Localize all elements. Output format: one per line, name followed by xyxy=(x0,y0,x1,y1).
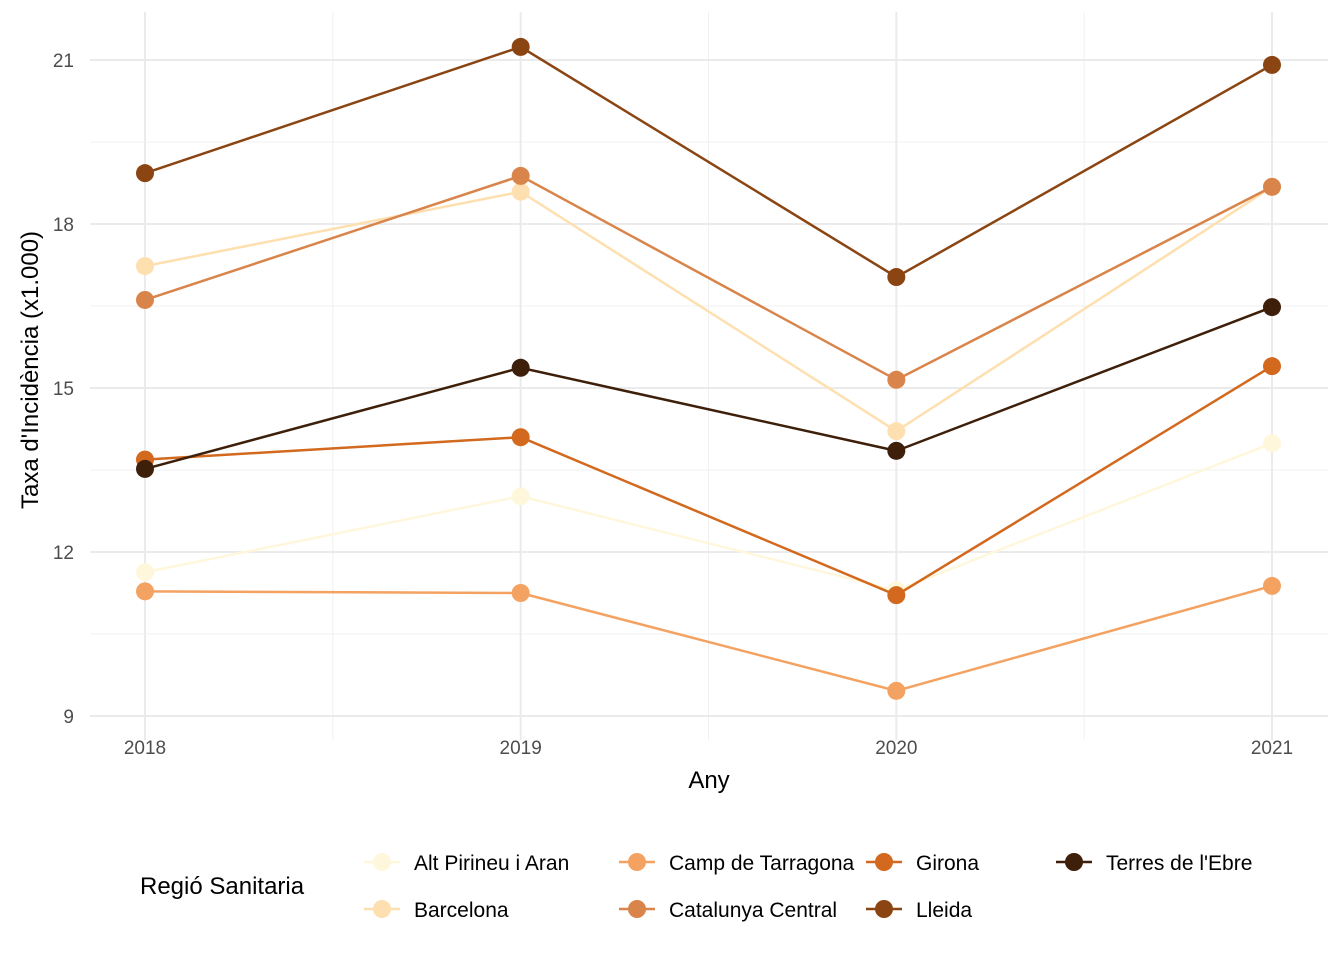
data-point xyxy=(511,428,530,447)
x-tick-label: 2019 xyxy=(500,738,542,759)
legend-key-point xyxy=(628,853,646,871)
series-layer xyxy=(136,37,1281,700)
series-terres-de-l-ebre xyxy=(136,298,1281,478)
legend-key-point xyxy=(875,853,893,871)
series-lleida xyxy=(136,37,1281,287)
data-point xyxy=(1263,55,1281,74)
legend-label: Barcelona xyxy=(414,899,509,922)
legend-item: Terres de l'Ebre xyxy=(1056,852,1252,875)
data-point xyxy=(136,257,154,276)
y-tick-label: 18 xyxy=(53,215,74,236)
series-line xyxy=(144,584,1273,693)
y-tick-label: 12 xyxy=(53,543,74,564)
legend-label: Alt Pirineu i Aran xyxy=(414,852,569,875)
x-tick-label: 2021 xyxy=(1251,738,1293,759)
y-axis-title: Taxa d'Incidència (x1.000) xyxy=(17,231,44,509)
data-point xyxy=(136,563,154,582)
series-girona xyxy=(136,357,1281,605)
series-line xyxy=(144,305,1273,471)
legend-label: Camp de Tarragona xyxy=(669,852,855,875)
data-point xyxy=(1263,576,1281,595)
data-point xyxy=(511,37,530,56)
data-point xyxy=(136,582,154,601)
data-point xyxy=(1263,357,1281,376)
data-point xyxy=(136,164,154,183)
series-line xyxy=(144,365,1273,597)
data-point xyxy=(1263,434,1281,453)
x-axis-ticks: 2018 2019 2020 2021 xyxy=(124,738,1293,759)
data-point xyxy=(136,459,154,478)
legend-item: Girona xyxy=(866,852,979,875)
series-line xyxy=(144,45,1273,279)
data-point xyxy=(511,584,530,602)
legend-item: Lleida xyxy=(866,899,972,922)
data-point xyxy=(887,422,906,441)
legend-title: Regió Sanitaria xyxy=(140,873,305,900)
legend-key-point xyxy=(875,900,893,918)
legend-key-point xyxy=(373,853,391,871)
legend-item: Alt Pirineu i Aran xyxy=(364,852,569,875)
legend-item: Camp de Tarragona xyxy=(619,852,855,875)
series-line xyxy=(144,442,1273,592)
data-point xyxy=(511,182,530,201)
data-point xyxy=(887,370,906,389)
series-camp-de-tarragona xyxy=(136,576,1281,700)
data-point xyxy=(511,358,530,377)
legend-key-point xyxy=(628,900,646,918)
series-line xyxy=(144,185,1273,433)
data-point xyxy=(887,268,906,287)
legend-label: Catalunya Central xyxy=(669,899,837,922)
x-tick-label: 2018 xyxy=(124,738,166,759)
data-point xyxy=(511,166,530,185)
series-catalunya-central xyxy=(136,166,1281,389)
legend-item: Barcelona xyxy=(364,899,509,922)
data-point xyxy=(1263,298,1281,317)
legend-label: Lleida xyxy=(916,899,972,922)
legend-key-point xyxy=(373,900,391,918)
data-point xyxy=(887,441,906,460)
legend: Alt Pirineu i Aran Barcelona Camp de Tarra… xyxy=(364,852,1252,922)
data-point xyxy=(1263,177,1281,196)
legend-item: Catalunya Central xyxy=(619,899,837,922)
x-tick-label: 2020 xyxy=(875,738,917,759)
y-axis-ticks: 9 12 15 18 21 xyxy=(53,51,74,728)
grid-minor xyxy=(90,12,1328,740)
y-tick-label: 15 xyxy=(53,379,74,400)
data-point xyxy=(511,487,530,506)
data-point xyxy=(136,290,154,309)
series-line xyxy=(144,174,1273,382)
legend-label: Terres de l'Ebre xyxy=(1106,852,1252,875)
y-tick-label: 9 xyxy=(63,707,74,728)
x-axis-title: Any xyxy=(688,767,729,794)
legend-label: Girona xyxy=(916,852,979,875)
data-point xyxy=(887,586,906,605)
data-point xyxy=(887,681,906,700)
y-tick-label: 21 xyxy=(53,51,74,72)
legend-key-point xyxy=(1065,853,1083,871)
